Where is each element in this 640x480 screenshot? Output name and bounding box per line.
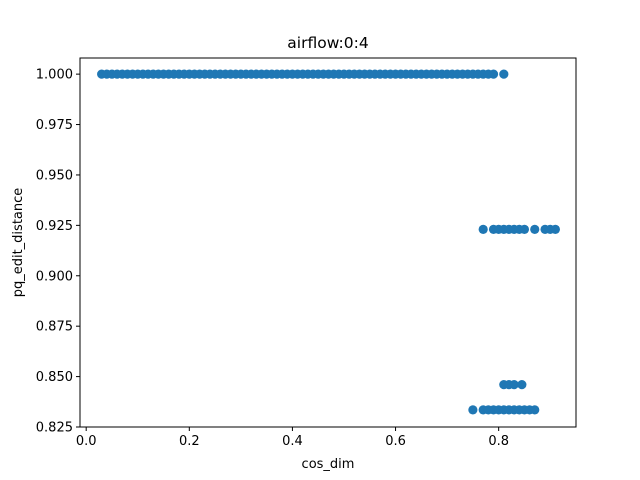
y-tick-label: 0.925 — [36, 219, 73, 234]
plot-frame — [79, 57, 577, 428]
x-tick-label: 0.4 — [282, 434, 303, 449]
y-axis-label: pq_edit_distance — [11, 188, 26, 298]
data-point — [488, 69, 499, 79]
x-tick-label: 0.6 — [385, 434, 406, 449]
data-point — [530, 224, 540, 234]
data-point — [499, 69, 509, 79]
data-point — [478, 224, 488, 234]
y-tick-label: 0.900 — [36, 269, 73, 284]
y-tick-label: 0.875 — [36, 320, 73, 335]
data-point — [530, 405, 540, 415]
chart-title: airflow:0:4 — [287, 34, 368, 52]
data-point — [468, 405, 478, 415]
y-axis-ticks: 0.825 0.850 0.875 0.900 0.925 0.950 0.975 1.000 — [36, 68, 80, 436]
data-point — [550, 224, 560, 234]
y-tick-label: 1.000 — [36, 68, 73, 83]
y-tick-label: 0.975 — [36, 118, 73, 133]
x-tick-label: 0.8 — [488, 434, 509, 449]
x-axis-ticks: 0.0 0.2 0.4 0.6 0.8 — [76, 427, 509, 449]
data-point — [517, 380, 527, 390]
y-tick-label: 0.825 — [36, 421, 73, 436]
data-point — [509, 380, 519, 390]
data-point — [519, 224, 530, 234]
x-axis-label: cos_dim — [302, 457, 355, 472]
y-tick-label: 0.950 — [36, 168, 73, 183]
x-tick-label: 0.0 — [76, 434, 97, 449]
x-tick-label: 0.2 — [179, 434, 200, 449]
y-tick-label: 0.850 — [36, 370, 73, 385]
data-points — [97, 69, 560, 415]
